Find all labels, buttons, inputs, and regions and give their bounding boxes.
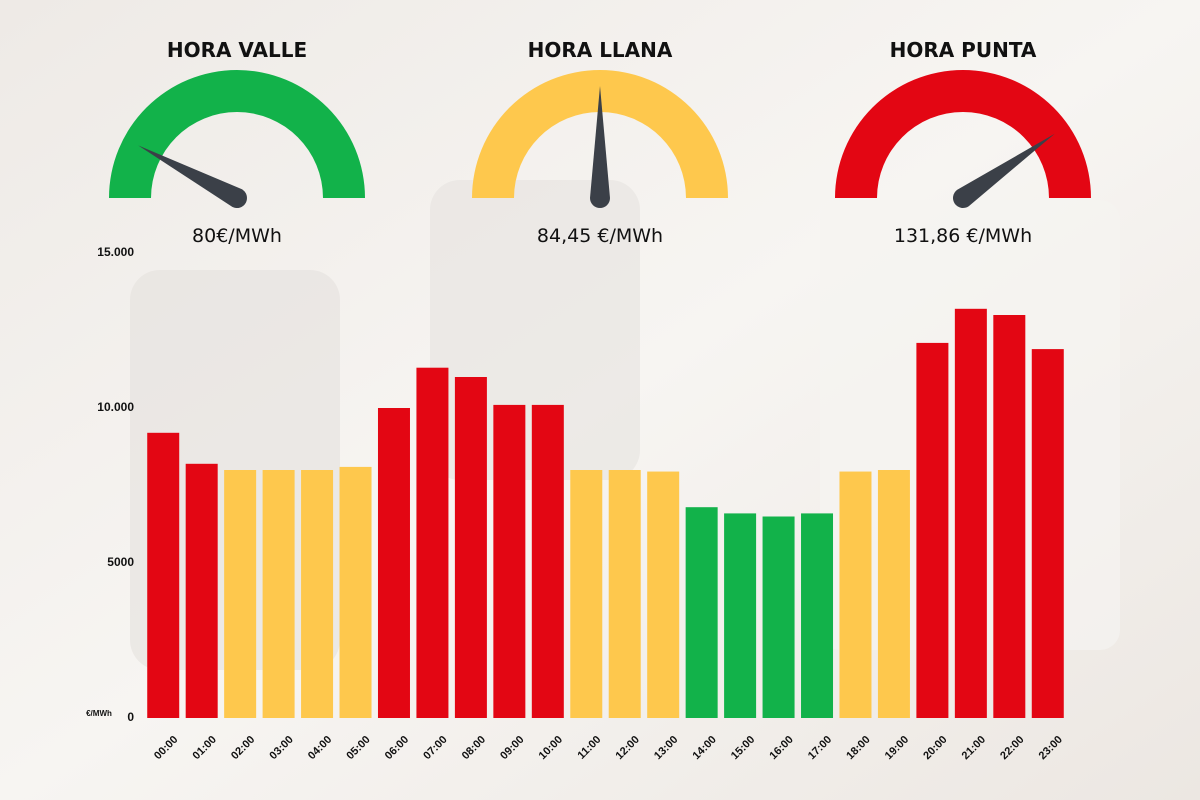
bar — [185, 463, 218, 718]
bar — [493, 404, 526, 718]
y-tick-label: 15.000 — [97, 245, 134, 259]
gauge-arc — [109, 70, 365, 198]
gauge-title: HORA LLANA — [528, 38, 673, 62]
gauge-title: HORA VALLE — [167, 38, 307, 62]
bar — [647, 471, 680, 718]
bar — [801, 513, 834, 718]
bar — [724, 513, 757, 718]
bar — [377, 408, 410, 718]
bar — [339, 466, 372, 718]
bar — [685, 507, 718, 718]
y-axis-label: €/MWh — [86, 709, 112, 718]
y-tick-label: 5000 — [107, 555, 134, 569]
bar — [531, 404, 564, 718]
bar — [877, 470, 910, 718]
bar — [839, 471, 872, 718]
gauge-value: 84,45 €/MWh — [537, 225, 663, 247]
gauge-value: 80€/MWh — [192, 225, 282, 247]
bar — [454, 377, 487, 718]
gauge-arc — [835, 70, 1091, 198]
bar — [993, 315, 1026, 718]
y-tick-label: 10.000 — [97, 400, 134, 414]
bar — [262, 470, 295, 718]
bar — [916, 342, 949, 718]
gauge-title: HORA PUNTA — [890, 38, 1037, 62]
gauge-needle — [590, 86, 610, 208]
y-tick-label: 0 — [127, 710, 134, 724]
bar — [301, 470, 334, 718]
gauge-needle — [952, 133, 1055, 209]
bar — [147, 432, 180, 718]
bar — [1031, 349, 1064, 718]
gauge-value: 131,86 €/MWh — [894, 225, 1032, 247]
bar — [608, 470, 641, 718]
gauge-arc — [472, 70, 728, 198]
gauge-needle — [138, 145, 248, 209]
bar — [224, 470, 257, 718]
bar — [954, 308, 987, 718]
bar — [762, 516, 795, 718]
bar — [570, 470, 603, 718]
bar — [416, 367, 449, 718]
